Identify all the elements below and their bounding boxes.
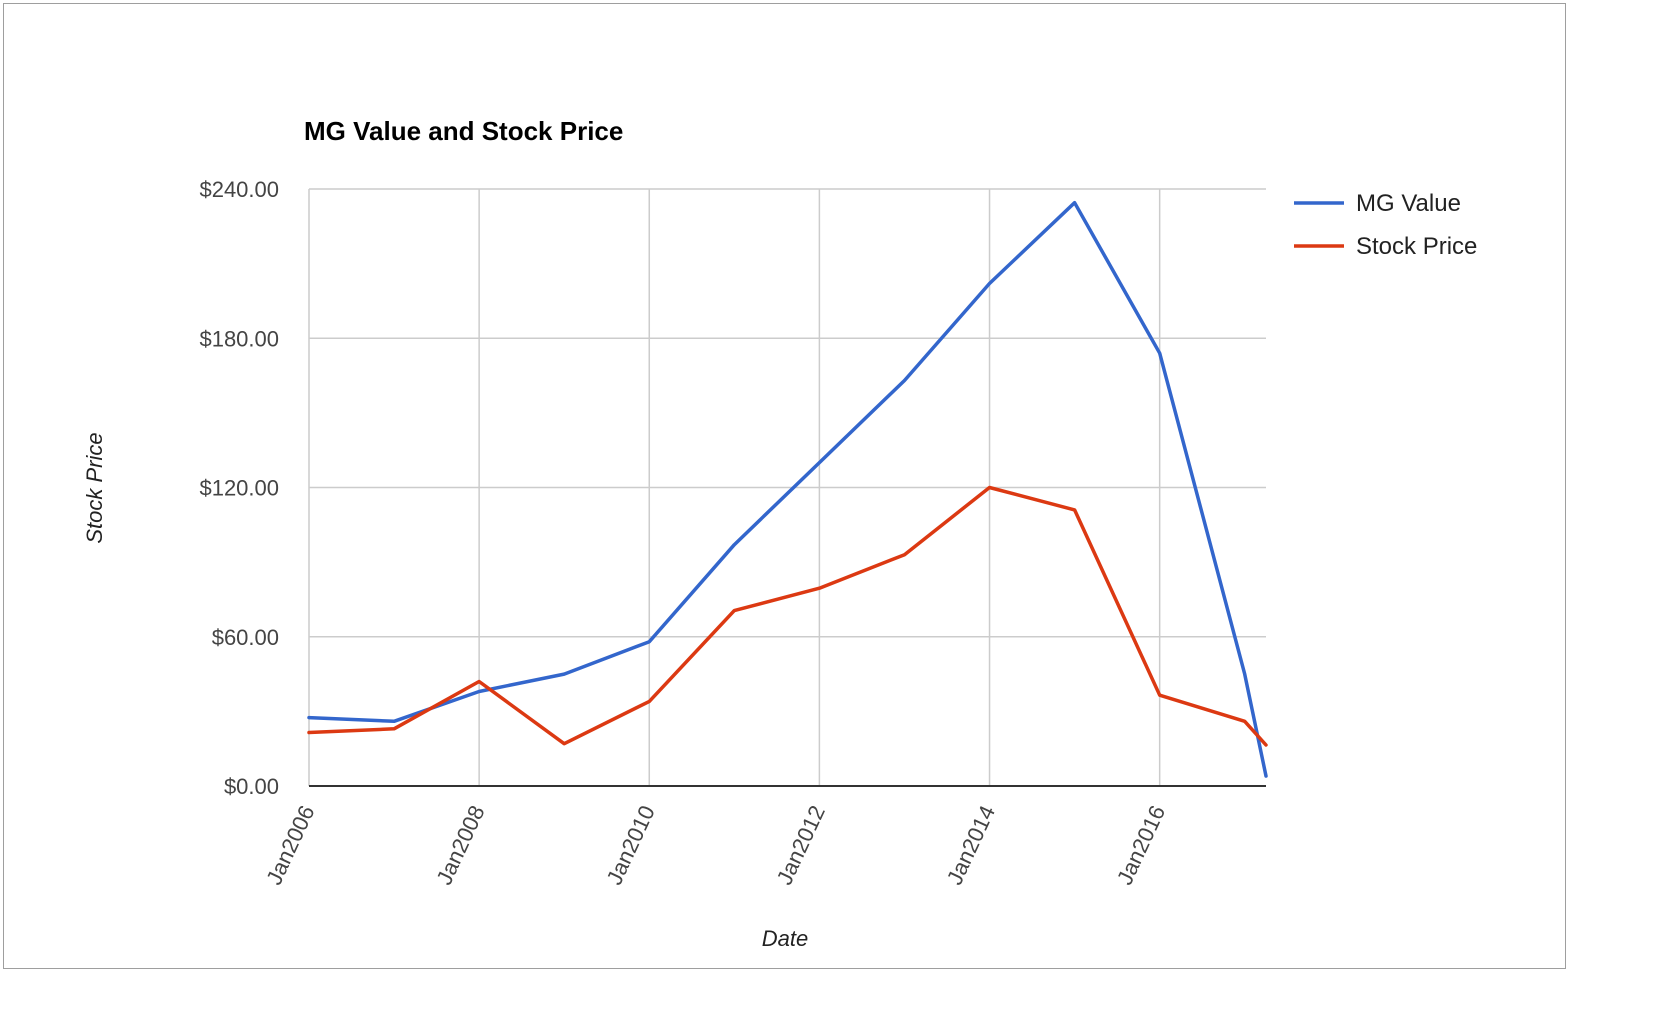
y-axis-title: Stock Price: [82, 432, 107, 543]
data-point-stock-price: [900, 551, 908, 559]
data-point-mg-value: [986, 280, 994, 288]
data-point-stock-price: [645, 697, 653, 705]
data-point-stock-price: [1241, 717, 1249, 725]
y-tick-label: $60.00: [212, 625, 279, 650]
x-tick-label: Jan2014: [942, 802, 1000, 889]
data-point-mg-value: [730, 541, 738, 549]
y-tick-label: $240.00: [199, 177, 279, 202]
data-point-stock-price: [986, 484, 994, 492]
data-point-stock-price: [730, 607, 738, 615]
data-point-stock-price: [1262, 741, 1270, 749]
data-point-mg-value: [1262, 772, 1270, 780]
data-point-stock-price: [560, 740, 568, 748]
y-tick-label: $0.00: [224, 774, 279, 799]
data-point-stock-price: [815, 584, 823, 592]
data-point-stock-price: [475, 678, 483, 686]
x-tick-label: Jan2016: [1112, 802, 1170, 889]
data-point-mg-value: [645, 638, 653, 646]
x-tick-label: Jan2010: [601, 802, 659, 889]
data-point-stock-price: [1156, 691, 1164, 699]
series-line-stock-price: [307, 485, 1268, 747]
chart-container[interactable]: MG Value and Stock Price $0.00 $60.00 $120…: [3, 3, 1566, 969]
data-point-mg-value: [305, 714, 313, 722]
data-point-mg-value: [560, 670, 568, 678]
data-point-mg-value: [1071, 199, 1079, 207]
y-tick-label: $180.00: [199, 326, 279, 351]
line-chart: MG Value and Stock Price $0.00 $60.00 $120…: [82, 116, 1477, 951]
data-point-stock-price: [305, 729, 313, 737]
series-lines: [305, 199, 1270, 780]
x-axis-title: Date: [762, 926, 808, 951]
data-point-mg-value: [390, 717, 398, 725]
x-tick-label: Jan2008: [431, 802, 489, 889]
legend[interactable]: MG Value Stock Price: [1294, 190, 1477, 260]
data-point-mg-value: [815, 459, 823, 467]
data-point-mg-value: [475, 687, 483, 695]
data-point-mg-value: [1241, 670, 1249, 678]
data-point-stock-price: [390, 725, 398, 733]
data-point-mg-value: [1156, 349, 1164, 357]
axes: $0.00 $60.00 $120.00 $180.00 $240.00 Jan2006 J…: [199, 177, 1266, 889]
data-point-mg-value: [900, 377, 908, 385]
x-tick-label: Jan2012: [772, 802, 830, 889]
legend-label-stock-price: Stock Price: [1356, 233, 1477, 260]
x-tick-label: Jan2006: [261, 802, 319, 889]
y-tick-label: $120.00: [199, 476, 279, 501]
chart-title: MG Value and Stock Price: [304, 116, 623, 146]
data-point-stock-price: [1071, 506, 1079, 514]
legend-label-mg-value: MG Value: [1356, 190, 1461, 217]
series-line-mg-value: [307, 200, 1268, 778]
